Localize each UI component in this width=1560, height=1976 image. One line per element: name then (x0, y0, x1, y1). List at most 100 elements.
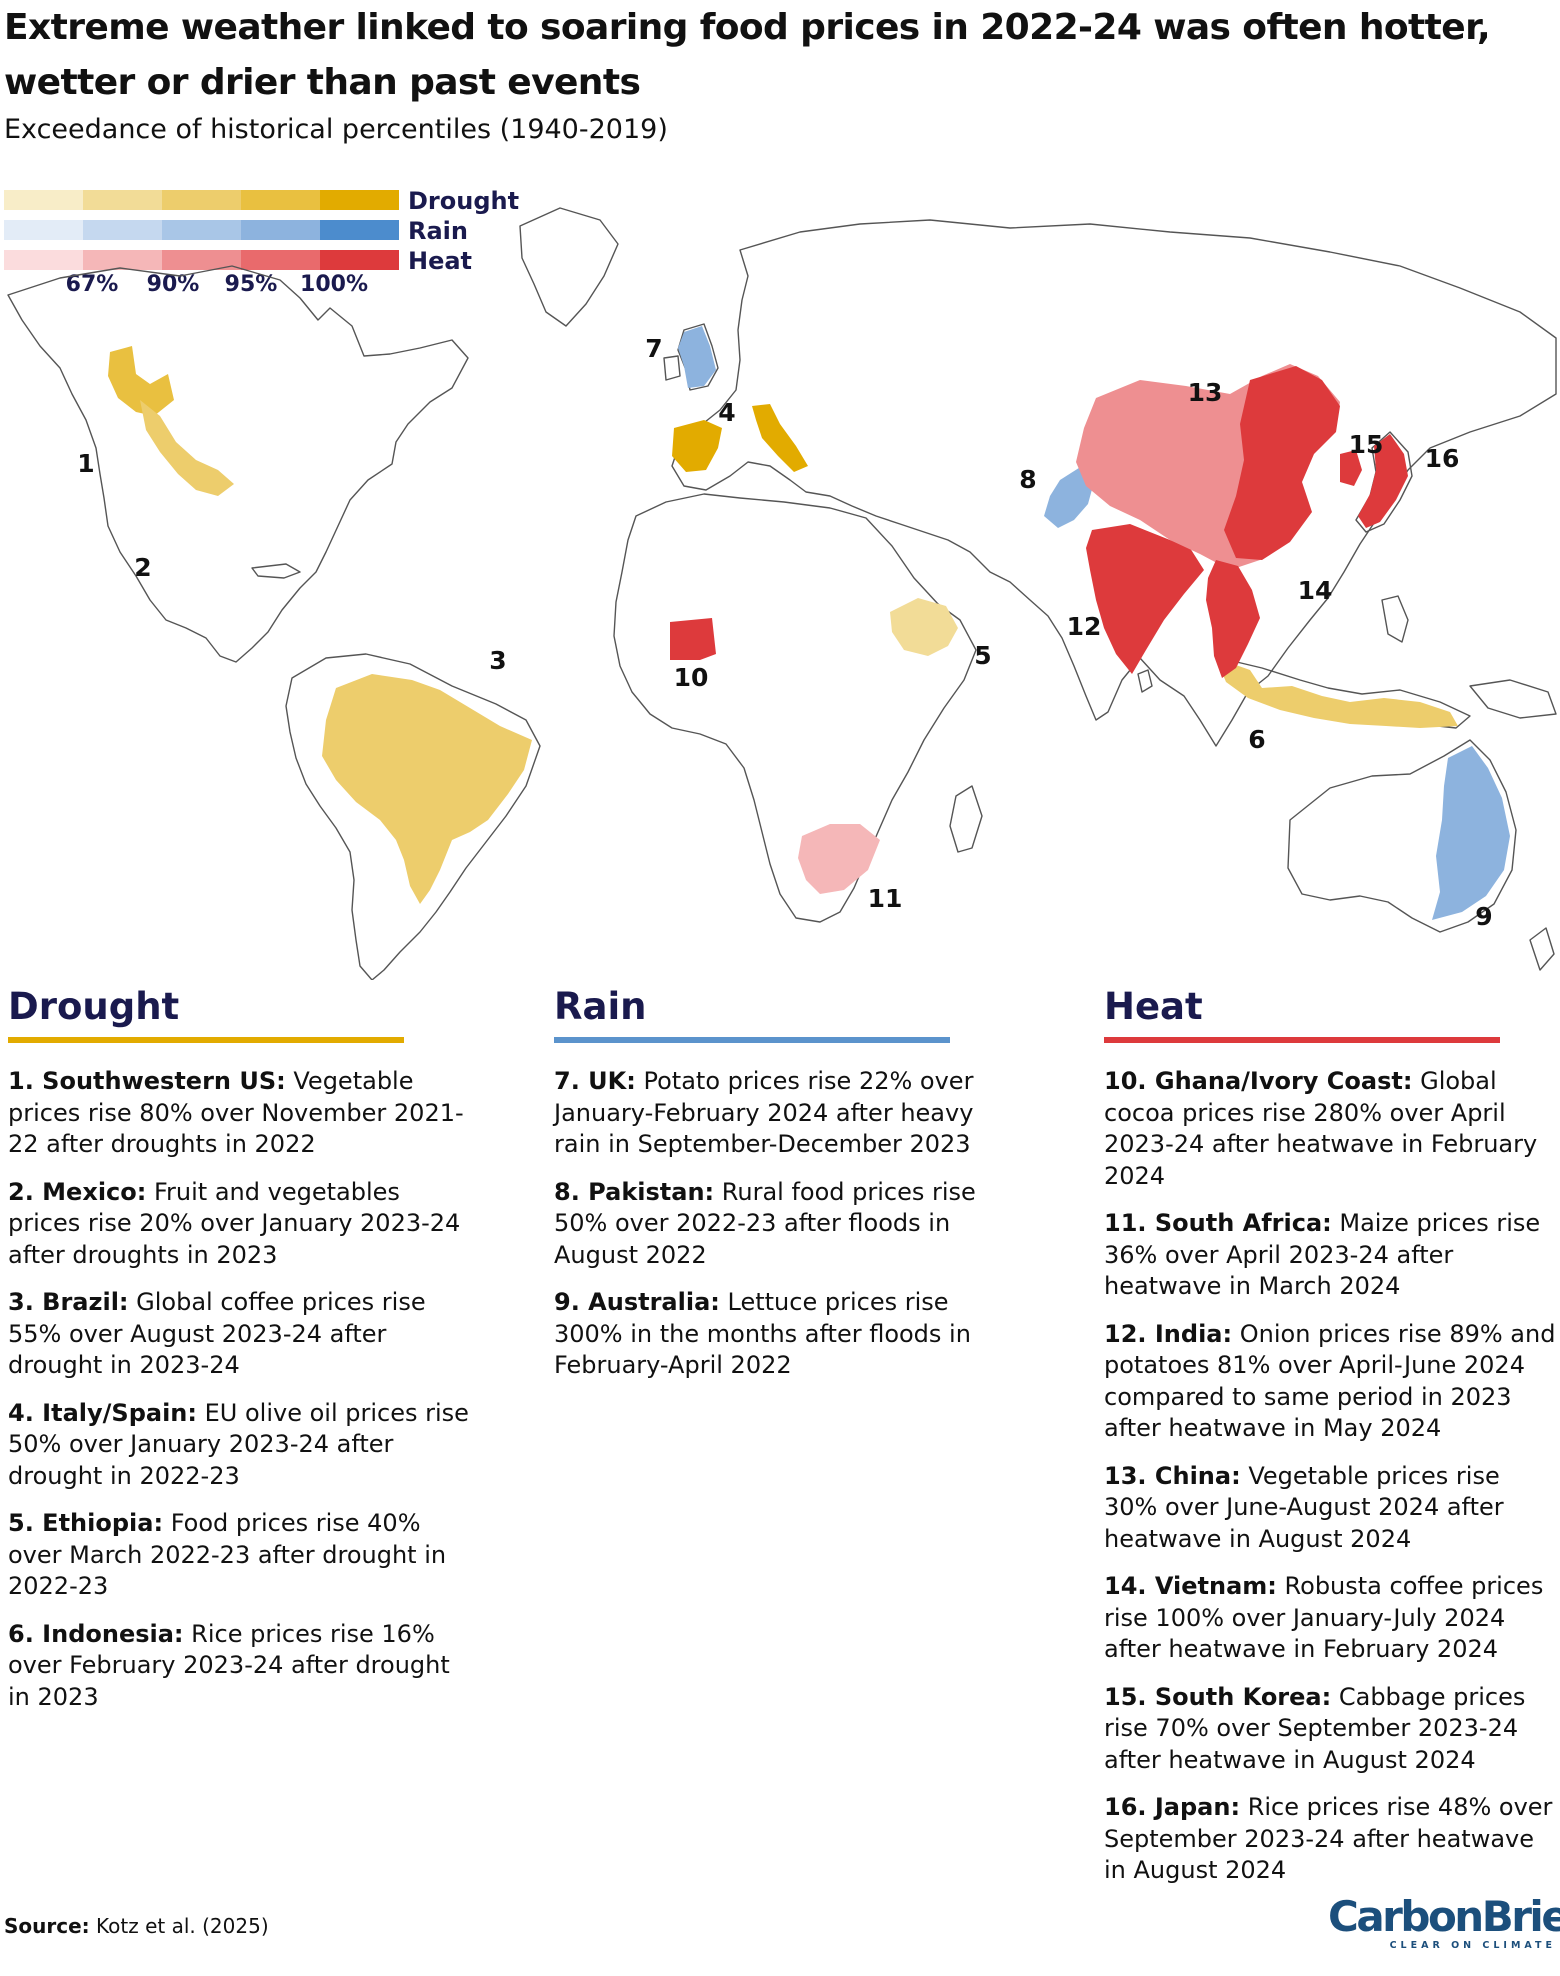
region-16-japan (1358, 434, 1408, 528)
item-lead: 11. South Africa: (1104, 1209, 1332, 1237)
legend-swatch-drought-1 (4, 190, 83, 210)
chart-title: Extreme weather linked to soaring food p… (4, 7, 1491, 103)
drought-rule (8, 1037, 404, 1043)
heat-item: 10. Ghana/Ivory Coast: Global cocoa pric… (1104, 1066, 1556, 1192)
logo-tagline: CLEAR ON CLIMATE (1389, 1940, 1556, 1951)
item-text: Onion prices rise 89% and potatoes 81% o… (1104, 1319, 1556, 1443)
region-5-ethiopia (890, 598, 958, 656)
region-6-indonesia (1216, 658, 1458, 728)
legend: Drought Rain Heat 67% 90% 95% 100% (4, 187, 519, 297)
map-label-6: 6 (1248, 725, 1265, 754)
legend-rain-label: Rain (408, 217, 468, 245)
item-lead: 10. Ghana/Ivory Coast: (1104, 1067, 1413, 1095)
heat-item: 15. South Korea: Cabbage prices rise 70%… (1104, 1682, 1556, 1777)
legend-drought-scale (4, 190, 399, 210)
legend-swatch-heat-1 (4, 250, 83, 270)
drought-item: 1. Southwestern US: Vegetable prices ris… (8, 1066, 478, 1161)
legend-heat-scale (4, 250, 399, 270)
region-15-south-korea (1340, 450, 1362, 486)
item-lead: 4. Italy/Spain: (8, 1398, 197, 1427)
greenland-outline (519, 207, 619, 327)
legend-drought-label: Drought (408, 187, 519, 215)
drought-item: 4. Italy/Spain: EU olive oil prices rise… (8, 1398, 478, 1493)
map-label-14: 14 (1298, 576, 1333, 605)
item-text: EU olive oil prices rise 50% over Januar… (8, 1398, 469, 1490)
world-map: Drought Rain Heat 67% 90% 95% 100% (4, 187, 1557, 980)
map-label-15: 15 (1349, 430, 1384, 459)
item-text: Robusta coffee prices rise 100% over Jan… (1104, 1572, 1544, 1663)
south-america-outline (285, 653, 541, 980)
map-label-5: 5 (974, 641, 991, 670)
item-lead: 2. Mexico: (8, 1177, 147, 1206)
item-lead: 8. Pakistan: (554, 1177, 715, 1206)
legend-swatch-heat-5 (320, 250, 399, 270)
rain-rule (554, 1037, 950, 1043)
logo-wordmark: CarbonBrief (1328, 1892, 1560, 1941)
legend-swatch-drought-2 (83, 190, 162, 210)
region-1-southwestern-us (108, 346, 174, 416)
drought-heading: Drought (8, 985, 180, 1028)
legend-heat-label: Heat (408, 247, 472, 275)
drought-item: 2. Mexico: Fruit and vegetables prices r… (8, 1177, 478, 1272)
drought-item: 3. Brazil: Global coffee prices rise 55%… (8, 1287, 478, 1382)
item-lead: 3. Brazil: (8, 1288, 129, 1316)
legend-threshold-100: 100% (300, 272, 368, 297)
legend-swatch-drought-5 (320, 190, 399, 210)
legend-swatch-heat-3 (162, 250, 241, 270)
source-text: Kotz et al. (2025) (96, 1914, 269, 1938)
legend-swatch-rain-1 (4, 220, 83, 240)
sri-lanka-outline (1137, 669, 1153, 693)
legend-swatch-heat-2 (83, 250, 162, 270)
heat-item: 11. South Africa: Maize prices rise 36% … (1104, 1208, 1556, 1303)
map-label-2: 2 (134, 553, 151, 582)
item-text: Cabbage prices rise 70% over September 2… (1104, 1682, 1526, 1774)
map-label-7: 7 (645, 334, 662, 363)
item-lead: 13. China: (1104, 1461, 1241, 1490)
legend-rain-scale (4, 220, 399, 240)
region-3-brazil (322, 674, 532, 904)
legend-swatch-drought-3 (162, 190, 241, 210)
item-lead: 7. UK: (554, 1067, 636, 1095)
north-america-outline (7, 265, 469, 663)
region-7-uk (678, 326, 716, 388)
item-text: Vegetable prices rise 80% over November … (8, 1067, 464, 1158)
heat-item: 13. China: Vegetable prices rise 30% ove… (1104, 1461, 1556, 1556)
item-lead: 12. India: (1104, 1319, 1233, 1348)
legend-swatch-rain-3 (162, 220, 241, 240)
impact-regions (108, 326, 1510, 920)
map-label-8: 8 (1019, 465, 1036, 494)
item-text: Global cocoa prices rise 280% over April… (1104, 1067, 1538, 1190)
item-text: Rice prices rise 48% over September 2023… (1104, 1793, 1553, 1884)
region-4-italy-spain (672, 404, 808, 472)
item-text: Maize prices rise 36% over April 2023-24… (1104, 1209, 1541, 1300)
legend-swatch-rain-5 (320, 220, 399, 240)
region-2-mexico (140, 400, 234, 496)
source-note: Source: Kotz et al. (2025) (4, 1914, 269, 1938)
map-label-1: 1 (77, 449, 94, 478)
carbon-brief-logo: CarbonBrief CLEAR ON CLIMATE (1328, 1892, 1560, 1953)
region-11-south-africa (798, 824, 880, 894)
heat-item: 12. India: Onion prices rise 89% and pot… (1104, 1319, 1556, 1445)
map-label-10: 10 (674, 663, 709, 692)
map-label-16: 16 (1425, 444, 1460, 473)
map-label-11: 11 (868, 884, 903, 913)
map-label-9: 9 (1475, 902, 1492, 931)
region-labels: 1 2 3 4 5 6 7 8 9 10 11 12 13 14 15 16 (77, 334, 1492, 931)
chart-subtitle: Exceedance of historical percentiles (19… (4, 114, 668, 145)
caribbean-outline (251, 563, 301, 579)
legend-threshold-90: 90% (147, 272, 200, 297)
rain-item: 7. UK: Potato prices rise 22% over Janua… (554, 1066, 1004, 1161)
item-text: Potato prices rise 22% over January-Febr… (554, 1067, 974, 1158)
map-label-12: 12 (1067, 612, 1102, 641)
item-lead: 9. Australia: (554, 1288, 720, 1316)
madagascar-outline (949, 785, 983, 853)
eurasia-outline (671, 219, 1557, 747)
legend-threshold-95: 95% (225, 272, 278, 297)
item-text: Fruit and vegetables prices rise 20% ove… (8, 1177, 461, 1269)
map-label-4: 4 (718, 398, 735, 427)
legend-swatch-rain-4 (241, 220, 320, 240)
drought-item: 6. Indonesia: Rice prices rise 16% over … (8, 1619, 478, 1714)
map-label-3: 3 (489, 646, 506, 675)
item-text: Vegetable prices rise 30% over June-Augu… (1104, 1461, 1504, 1553)
item-text: Rice prices rise 16% over February 2023-… (8, 1619, 450, 1711)
